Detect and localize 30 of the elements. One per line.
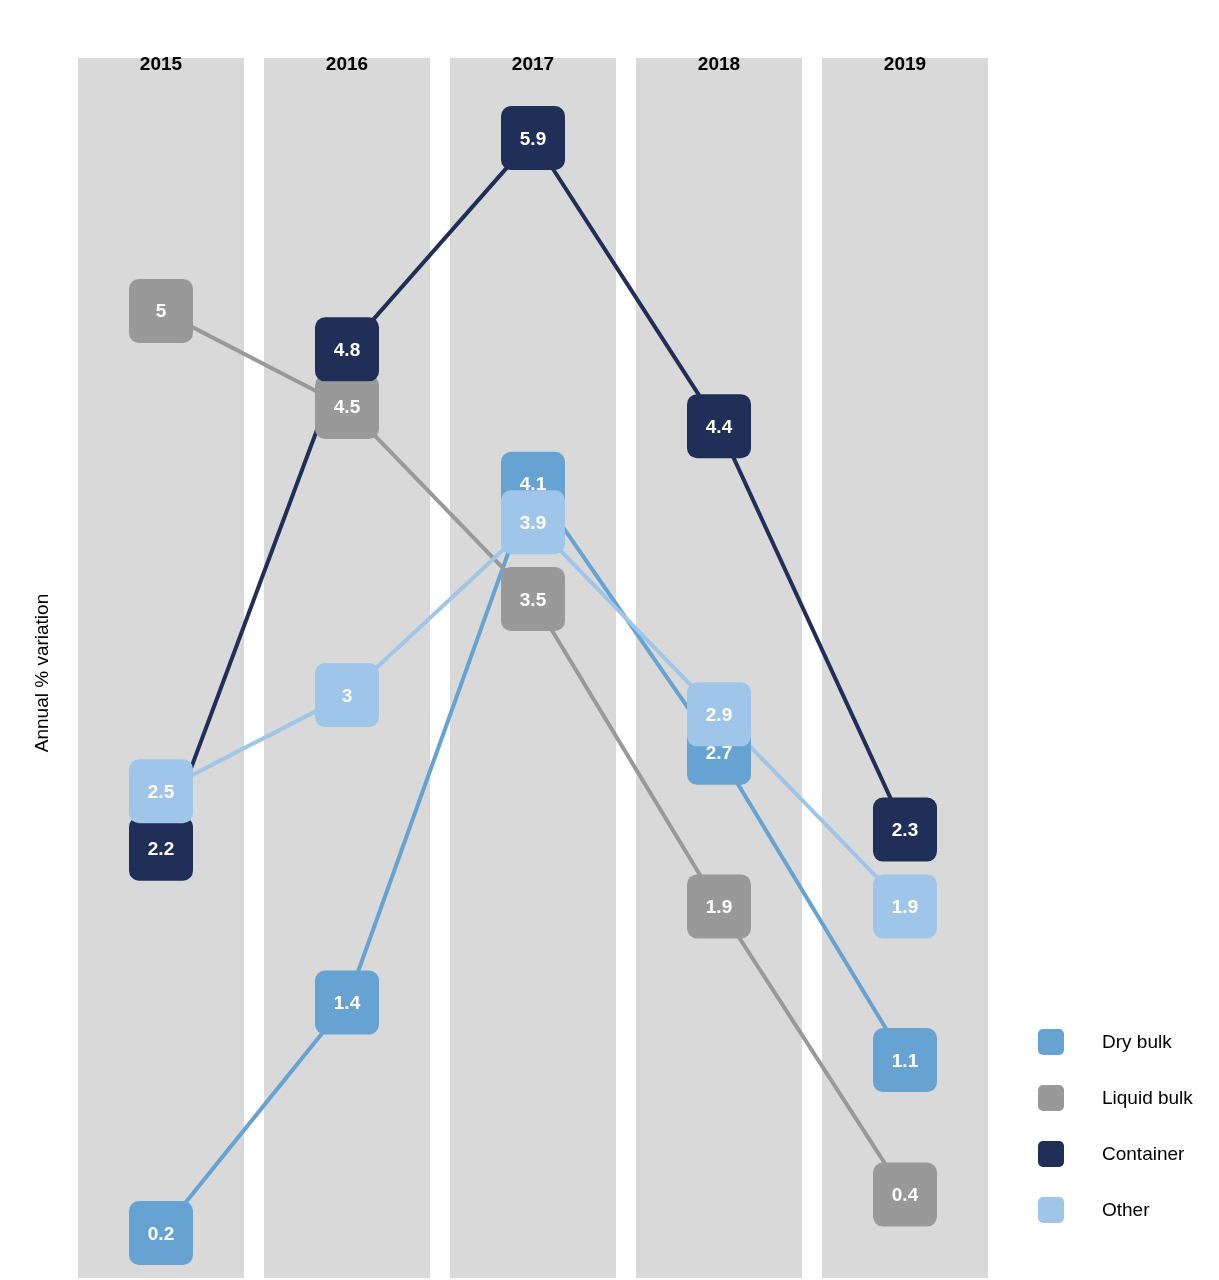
data-label: 3.9 [519, 511, 547, 533]
data-label: 4.1 [519, 473, 547, 495]
data-label: 1.9 [705, 895, 733, 917]
legend-label: Liquid bulk [1102, 1087, 1193, 1109]
x-tick-label: 2019 [883, 53, 927, 74]
data-label: 2.3 [891, 819, 919, 841]
data-label: 1.9 [891, 895, 919, 917]
data-label: 0.2 [147, 1222, 175, 1244]
data-label: 4.8 [333, 338, 361, 360]
data-label: 2.2 [147, 838, 175, 860]
x-tick-label: 2016 [325, 53, 369, 74]
x-tick-label: 2018 [697, 53, 741, 74]
data-label: 5 [155, 300, 167, 322]
data-label: 4.4 [705, 415, 733, 437]
y-axis-title: Annual % variation [30, 593, 52, 753]
legend-label: Container [1102, 1143, 1185, 1165]
x-tick-label: 2015 [139, 53, 183, 74]
legend-label: Dry bulk [1102, 1031, 1172, 1053]
legend-label: Other [1102, 1199, 1150, 1221]
data-label: 0.4 [891, 1184, 919, 1206]
data-label: 3 [341, 684, 353, 706]
data-label: 1.1 [891, 1049, 919, 1071]
data-label: 2.7 [705, 742, 733, 764]
data-label: 4.5 [333, 396, 361, 418]
data-label: 2.5 [147, 780, 175, 802]
data-label: 3.5 [519, 588, 547, 610]
x-tick-label: 2017 [511, 53, 555, 74]
data-label: 5.9 [519, 127, 547, 149]
data-label: 1.4 [333, 991, 361, 1013]
data-label: 2.9 [705, 703, 733, 725]
